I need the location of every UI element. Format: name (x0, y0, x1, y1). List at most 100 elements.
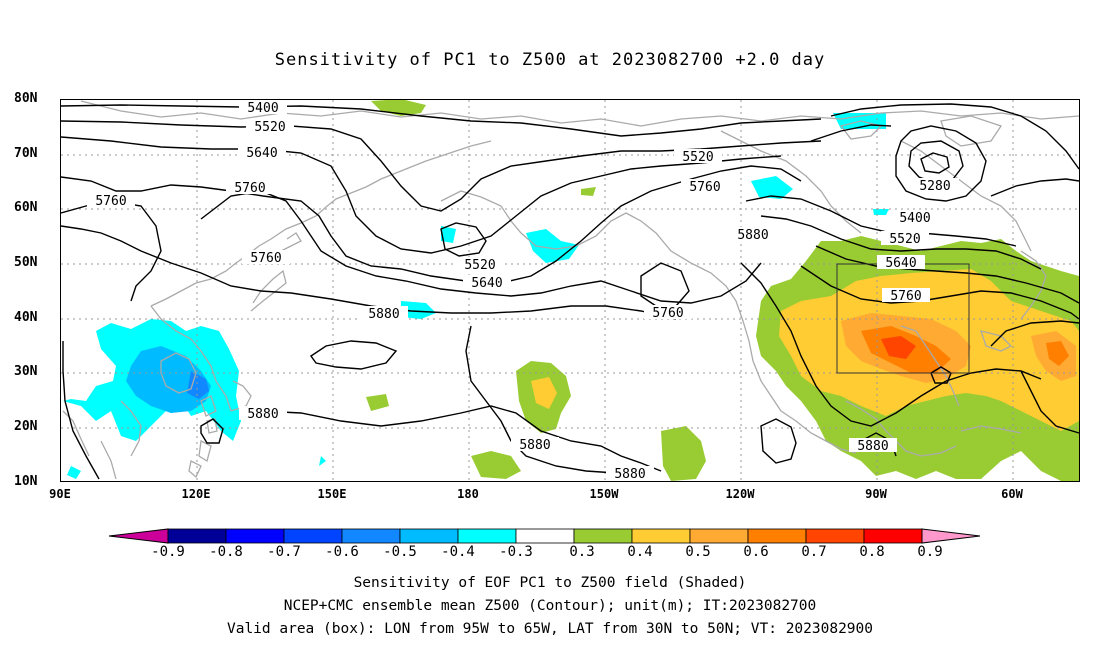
lon-label: 150W (589, 487, 619, 501)
svg-text:5880: 5880 (247, 407, 278, 422)
colorbar-tick-label: -0.6 (325, 544, 359, 560)
contour-label: 5880 (1008, 381, 1056, 397)
caption-line-2: NCEP+CMC ensemble mean Z500 (Contour); u… (283, 598, 817, 614)
caption-line-1: Sensitivity of EOF PC1 to Z500 field (Sh… (353, 575, 747, 591)
colorbar-tick-label: -0.9 (151, 544, 185, 560)
colorbar-segment (399, 528, 459, 544)
lon-label: 120E (181, 487, 211, 501)
colorbar-over-triangle (921, 528, 981, 544)
colorbar-segment (167, 528, 227, 544)
contour-label: 5520 (674, 149, 722, 165)
colorbar-tick-label: -0.3 (499, 544, 533, 560)
negative-sensitivity-shading (63, 113, 889, 479)
lon-label: 90E (49, 487, 71, 501)
contour-label: 5760 (87, 193, 135, 209)
colorbar-segment (283, 528, 343, 544)
svg-text:5520: 5520 (254, 120, 285, 135)
graticule (61, 100, 1081, 483)
contour-label: 5520 (246, 119, 294, 135)
colorbar-segment (689, 528, 749, 544)
contour-label: 5400 (239, 100, 287, 116)
lat-label: 20N (14, 419, 38, 434)
colorbar-segment (863, 528, 923, 544)
contour-label: 5520 (881, 231, 929, 247)
colorbar-segment (747, 528, 807, 544)
svg-text:5640: 5640 (246, 146, 277, 161)
colorbar-segment (225, 528, 285, 544)
lon-label: 90W (865, 487, 887, 501)
map-title: Sensitivity of PC1 to Z500 at 2023082700… (274, 50, 826, 70)
lat-label: 50N (14, 255, 38, 270)
colorbar-segment (457, 528, 517, 544)
contour-label: 5880 (360, 306, 408, 322)
contour-label: 5760 (242, 250, 290, 266)
svg-text:5760: 5760 (95, 194, 126, 209)
colorbar-tick-label: 0.9 (917, 544, 943, 560)
contour-label: 5880 (239, 406, 287, 422)
svg-text:5880: 5880 (519, 438, 550, 453)
lat-label: 80N (14, 91, 38, 106)
contour-label: 5400 (891, 210, 939, 226)
svg-text:5760: 5760 (250, 251, 281, 266)
colorbar-tick-label: -0.5 (383, 544, 417, 560)
colorbar (108, 528, 993, 548)
svg-text:5280: 5280 (919, 179, 950, 194)
colorbar-segment (805, 528, 865, 544)
contour-label: 5640 (877, 255, 925, 271)
colorbar-tick-label: 0.8 (859, 544, 885, 560)
colorbar-segment (573, 528, 633, 544)
contour-label: 5760 (644, 305, 692, 321)
contour-labels: 5400 5520 5640 5760 5760 5760 5520 5760 … (87, 100, 1056, 482)
svg-text:5880: 5880 (857, 439, 888, 454)
colorbar-segment (631, 528, 691, 544)
contour-label: 5280 (911, 178, 959, 194)
colorbar-tick-label: 0.5 (685, 544, 711, 560)
contour-label: 5520 (456, 257, 504, 273)
svg-text:5760: 5760 (652, 306, 683, 321)
svg-text:5640: 5640 (885, 256, 916, 271)
lat-label: 40N (14, 310, 38, 325)
contour-label: 5880 (511, 437, 559, 453)
svg-text:5760: 5760 (890, 289, 921, 304)
svg-text:5520: 5520 (889, 232, 920, 247)
lat-label: 10N (14, 474, 38, 489)
contour-label: 5880 (849, 438, 897, 454)
svg-text:5640: 5640 (471, 276, 502, 291)
colorbar-tick-label: -0.4 (441, 544, 475, 560)
svg-text:5880: 5880 (368, 307, 399, 322)
svg-text:5400: 5400 (247, 101, 278, 116)
caption-line-3: Valid area (box): LON from 95W to 65W, L… (226, 621, 873, 637)
lon-label: 180 (457, 487, 479, 501)
svg-text:5520: 5520 (682, 150, 713, 165)
svg-text:5520: 5520 (464, 258, 495, 273)
lon-label: 60W (1001, 487, 1023, 501)
contour-label: 5880 (729, 227, 777, 243)
svg-text:5880: 5880 (737, 228, 768, 243)
contour-label: 5640 (463, 275, 511, 291)
lat-label: 70N (14, 146, 38, 161)
colorbar-tick-label: -0.8 (209, 544, 243, 560)
svg-text:5880: 5880 (614, 467, 645, 482)
colorbar-tick-label: 0.7 (801, 544, 827, 560)
colorbar-segment (341, 528, 401, 544)
lon-label: 120W (725, 487, 755, 501)
contour-label: 5760 (226, 180, 274, 196)
contour-label: 5760 (882, 288, 930, 304)
svg-text:5760: 5760 (689, 180, 720, 195)
svg-text:5400: 5400 (899, 211, 930, 226)
colorbar-tick-label: -0.7 (267, 544, 301, 560)
lon-label: 150E (317, 487, 347, 501)
colorbar-segment (515, 528, 575, 544)
colorbar-tick-label: 0.3 (569, 544, 595, 560)
lat-label: 60N (14, 200, 38, 215)
colorbar-graphic (108, 528, 981, 544)
contour-label: 5640 (238, 145, 286, 161)
svg-text:5760: 5760 (234, 181, 265, 196)
colorbar-under-triangle (108, 528, 169, 544)
colorbar-tick-label: 0.4 (627, 544, 653, 560)
map-plot-area: 5400 5520 5640 5760 5760 5760 5520 5760 … (60, 99, 1081, 483)
contour-label: 5880 (606, 466, 654, 482)
lat-label: 30N (14, 364, 38, 379)
contour-label: 5760 (681, 179, 729, 195)
colorbar-tick-label: 0.6 (743, 544, 769, 560)
